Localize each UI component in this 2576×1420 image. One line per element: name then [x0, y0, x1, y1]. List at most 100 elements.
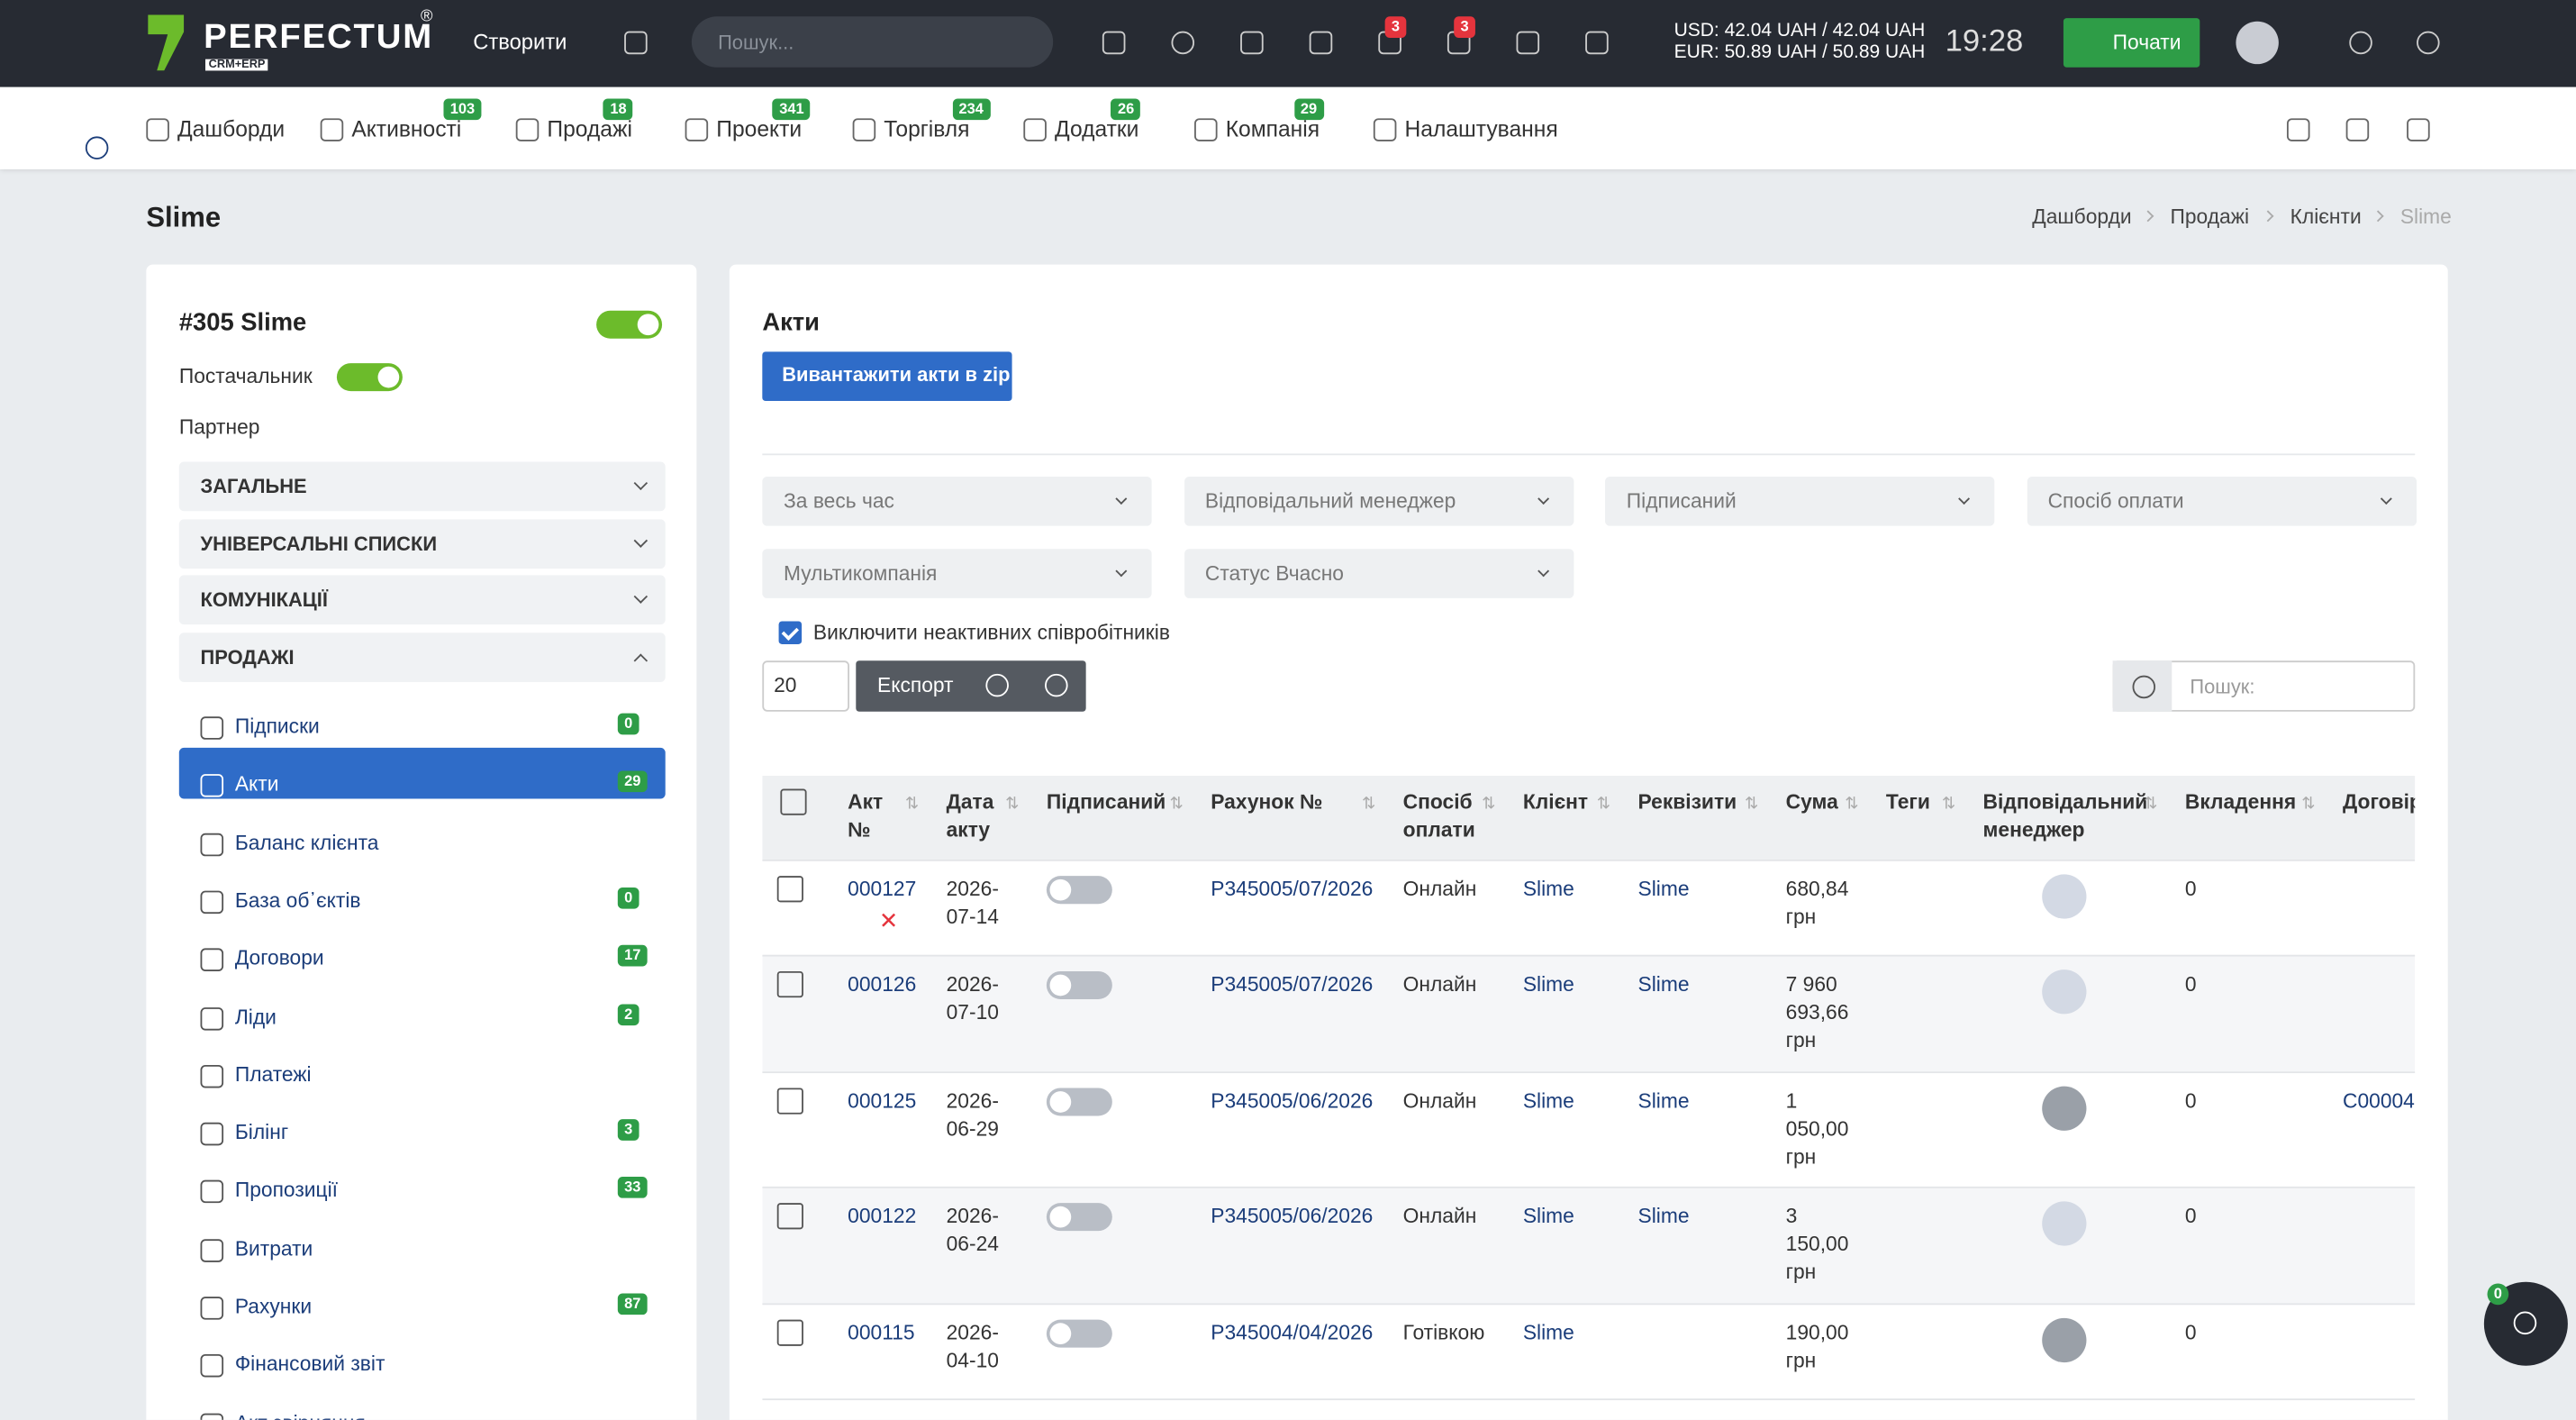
- cell-number[interactable]: 000122: [848, 1204, 917, 1228]
- icon: [1516, 31, 1540, 55]
- menu-item[interactable]: База об᾽єктів: [234, 888, 361, 913]
- table-row: [762, 1303, 2416, 1401]
- signed-toggle[interactable]: [1046, 970, 1112, 999]
- cell-sum: 190,00 грн: [1785, 1321, 1849, 1373]
- menu-item[interactable]: Білінг: [234, 1121, 289, 1144]
- nav-item[interactable]: Активності: [351, 116, 462, 141]
- toggle[interactable]: [596, 310, 663, 339]
- column-header[interactable]: Підписаний: [1046, 790, 1166, 814]
- checkbox[interactable]: [776, 1319, 803, 1346]
- cell-requisites[interactable]: Slime: [1637, 1089, 1690, 1113]
- signed-toggle[interactable]: [1046, 876, 1112, 905]
- column-header[interactable]: Теги: [1885, 790, 1930, 814]
- avatar[interactable]: [2236, 21, 2279, 65]
- manager-avatar: [2042, 969, 2087, 1015]
- cell-client[interactable]: Slime: [1522, 1204, 1574, 1228]
- nav-item[interactable]: Проекти: [716, 116, 803, 141]
- menu-item[interactable]: Платежі: [234, 1062, 312, 1087]
- cell-client[interactable]: Slime: [1522, 878, 1574, 901]
- table-row: [762, 1398, 2416, 1420]
- page-size[interactable]: [762, 660, 849, 712]
- menu-item[interactable]: Фінансовий звіт: [234, 1352, 385, 1377]
- cell-invoice[interactable]: P345005/07/2026: [1211, 972, 1374, 997]
- menu-item[interactable]: Ліди: [234, 1005, 277, 1028]
- nav-item[interactable]: Продажі: [547, 116, 632, 141]
- menu-item[interactable]: Рахунки: [234, 1295, 313, 1318]
- zip-button[interactable]: [762, 351, 1012, 402]
- cell-requisites[interactable]: Slime: [1637, 1204, 1690, 1228]
- menu-item[interactable]: Договори: [234, 946, 324, 970]
- column-header[interactable]: Договір: [2342, 790, 2416, 814]
- cell-number[interactable]: 000115: [848, 1321, 915, 1345]
- column-header[interactable]: Рахунок №: [1211, 790, 1323, 814]
- cell-invoice[interactable]: P345005/06/2026: [1211, 1089, 1374, 1113]
- menu-badge: 0: [617, 713, 639, 735]
- checkbox[interactable]: [778, 621, 803, 645]
- menu-item[interactable]: Акти: [234, 772, 279, 796]
- column-header[interactable]: Реквізити: [1637, 790, 1737, 814]
- filter[interactable]: Відповідальний менеджер: [1184, 476, 1574, 526]
- cell-requisites[interactable]: Slime: [1637, 972, 1690, 997]
- cell-number[interactable]: 000127: [848, 878, 917, 901]
- nav-item[interactable]: Налаштування: [1404, 116, 1558, 141]
- column-header[interactable]: Відповідальний менеджер: [1982, 790, 2148, 842]
- nav-item[interactable]: Дашборди: [177, 116, 286, 141]
- table: Акт № ⇅ Дата акту ⇅ Підписаний ⇅ Рахунок № ⇅ Спо…: [762, 775, 2416, 1420]
- cell-client[interactable]: Slime: [1522, 972, 1574, 997]
- filter[interactable]: Спосіб оплати: [2026, 476, 2417, 526]
- client-name[interactable]: #305 Slime: [178, 308, 307, 337]
- section-header[interactable]: [178, 518, 666, 569]
- column-header[interactable]: Дата акту: [946, 790, 994, 842]
- column-header[interactable]: Спосіб оплати: [1402, 790, 1475, 842]
- cell-requisites[interactable]: Slime: [1637, 878, 1690, 901]
- checkbox[interactable]: [776, 1203, 803, 1230]
- checkbox[interactable]: [776, 876, 803, 903]
- filter[interactable]: Підписаний: [1605, 476, 1995, 526]
- signed-toggle[interactable]: [1046, 1203, 1112, 1232]
- export-label[interactable]: Експорт: [877, 673, 954, 697]
- filter[interactable]: За весь час: [762, 476, 1152, 526]
- nav-badge: 341: [772, 98, 811, 121]
- nav-item[interactable]: Компанія: [1225, 116, 1320, 141]
- checkbox[interactable]: [776, 970, 803, 998]
- cell-invoice[interactable]: P345005/07/2026: [1211, 878, 1374, 901]
- menu-item[interactable]: Підписки: [234, 715, 320, 738]
- section-header[interactable]: [178, 575, 666, 625]
- cell-invoice[interactable]: P345004/04/2026: [1211, 1321, 1374, 1345]
- search-box[interactable]: [691, 16, 1054, 68]
- signed-toggle[interactable]: [1046, 1088, 1112, 1116]
- icon: [2349, 31, 2372, 55]
- cell-number[interactable]: 000125: [848, 1089, 917, 1113]
- breadcrumb[interactable]: Клієнти: [2290, 205, 2362, 229]
- icon: [2132, 675, 2156, 699]
- filter[interactable]: Мультикомпанія: [762, 549, 1152, 598]
- menu-item[interactable]: Акт звірняння: [235, 1411, 366, 1420]
- cell-number[interactable]: 000126: [848, 972, 917, 997]
- cell-contract[interactable]: C000047: [2342, 1089, 2415, 1113]
- breadcrumb[interactable]: Продажі: [2170, 205, 2250, 229]
- menu-item[interactable]: Пропозиції: [234, 1179, 338, 1203]
- delete-icon[interactable]: ✕: [878, 906, 899, 934]
- column-header[interactable]: Акт №: [848, 790, 884, 842]
- cell-client[interactable]: Slime: [1522, 1089, 1574, 1113]
- breadcrumb[interactable]: Дашборди: [2032, 205, 2132, 229]
- nav-item[interactable]: Додатки: [1054, 116, 1139, 141]
- cell-client[interactable]: Slime: [1522, 1321, 1574, 1345]
- menu-item[interactable]: Баланс клієнта: [234, 831, 379, 854]
- signed-toggle[interactable]: [1046, 1319, 1112, 1348]
- column-header[interactable]: Клієнт: [1522, 790, 1589, 814]
- checkbox[interactable]: [776, 1088, 803, 1115]
- section-header[interactable]: [178, 461, 666, 512]
- toggle[interactable]: [336, 363, 403, 392]
- start-button[interactable]: [2063, 18, 2200, 68]
- menu-item[interactable]: Витрати: [234, 1236, 313, 1261]
- create-menu[interactable]: Створити: [473, 29, 567, 55]
- column-header[interactable]: Сума: [1785, 790, 1838, 814]
- column-header[interactable]: Вкладення: [2184, 790, 2297, 814]
- nav-item[interactable]: Торгівля: [884, 116, 970, 141]
- section-header[interactable]: [178, 632, 666, 682]
- checkbox[interactable]: [780, 788, 807, 815]
- filter[interactable]: Статус Вчасно: [1184, 549, 1574, 598]
- cell-invoice[interactable]: P345005/06/2026: [1211, 1204, 1374, 1228]
